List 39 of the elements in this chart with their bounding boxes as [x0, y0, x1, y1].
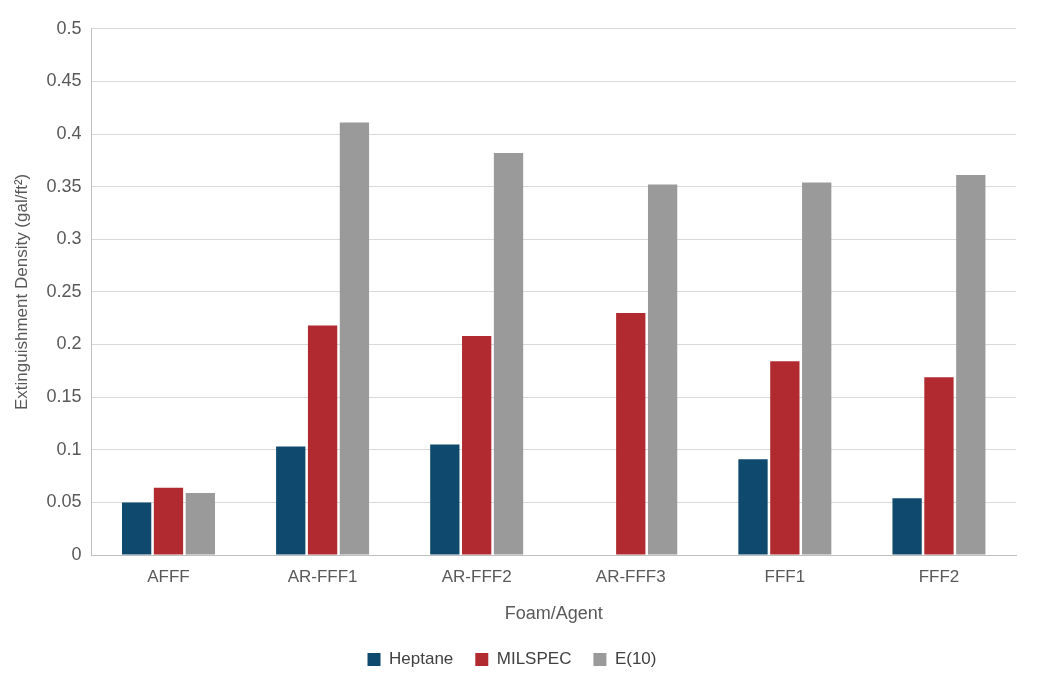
bar: [121, 502, 152, 555]
x-tick-label: AR-FFF1: [287, 566, 358, 586]
y-tick-label: 0.15: [46, 386, 82, 407]
y-axis-title: Extinguishment Density (gal/ft²): [11, 173, 31, 410]
bar: [924, 377, 954, 555]
y-tick-label: 0.35: [46, 175, 82, 196]
y-tick-label: 0.4: [56, 123, 82, 144]
bar: [956, 175, 986, 555]
bar: [185, 492, 215, 555]
x-tick-label: FFF1: [764, 566, 806, 586]
legend-label: Heptane: [389, 649, 454, 669]
legend-label: E(10): [614, 649, 657, 669]
x-axis-title: Foam/Agent: [504, 603, 603, 624]
x-tick-label: FFF2: [918, 566, 960, 586]
y-tick-label: 0.45: [46, 70, 82, 91]
bar: [738, 459, 768, 555]
y-tick-label: 0.3: [56, 228, 82, 249]
legend-label: MILSPEC: [496, 649, 572, 669]
bar: [339, 122, 370, 555]
bar: [493, 152, 524, 555]
bar: [770, 361, 800, 555]
bar: [430, 444, 460, 555]
bar: [462, 336, 492, 555]
bar: [153, 487, 184, 555]
y-tick-label: 0.5: [56, 17, 82, 38]
y-tick-label: 0: [71, 543, 82, 564]
bar: [616, 312, 646, 555]
bar: [647, 184, 678, 555]
bar: [307, 325, 338, 555]
y-tick-label: 0.05: [46, 491, 82, 512]
x-tick-label: AFFF: [147, 566, 190, 586]
y-tick-label: 0.2: [56, 333, 82, 354]
x-tick-label: AR-FFF3: [595, 566, 666, 586]
bar: [802, 182, 832, 555]
y-tick-label: 0.25: [46, 280, 82, 301]
bar: [892, 498, 922, 555]
y-tick-label: 0.1: [56, 438, 82, 459]
bar: [276, 446, 306, 555]
x-tick-label: AR-FFF2: [441, 566, 512, 586]
